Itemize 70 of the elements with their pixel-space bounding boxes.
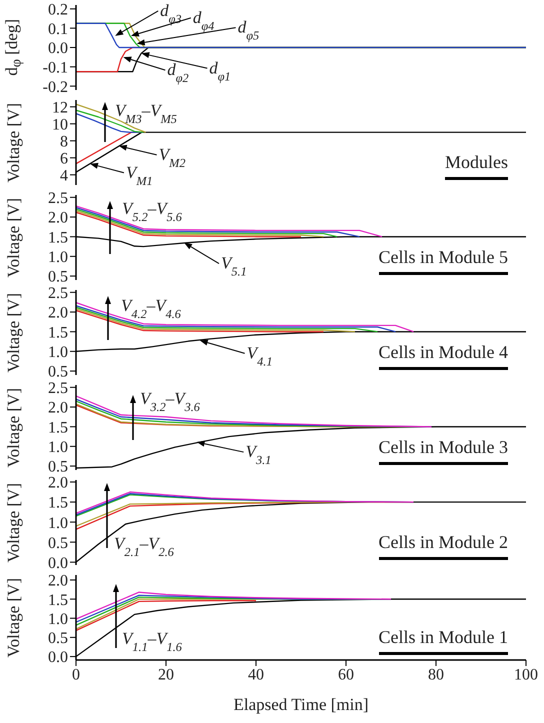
y-tick-label: 2.0 [48,210,68,227]
y-tick-label: 1.5 [48,324,68,342]
y-tick-label: 1.0 [48,439,68,456]
annotation: V$_{2.1}$–V$_{2.6}$ [114,534,175,559]
y-tick-label: 1.0 [48,514,68,532]
y-tick-label: 0.5 [48,630,68,648]
y-tick-label: 0.2 [48,2,68,19]
y-tick-label: 1.0 [48,610,68,628]
y-axis-title: Voltage [V] [4,102,24,182]
y-tick-label: 6 [60,150,68,168]
x-tick-label: 60 [338,666,354,684]
x-tick-label: 80 [428,666,444,684]
annotation: d$_{φ5}$ [238,18,260,43]
y-axis-title: Voltage [V] [4,292,24,372]
annotation: d$_{φ4}$ [192,8,214,33]
y-axis-title: Voltage [V] [4,388,24,468]
y-tick-label: 10 [52,116,68,134]
y-tick-label: 0.0 [48,554,68,572]
y-tick-label: 2.0 [48,304,68,322]
y-tick-label: 2.5 [48,190,68,208]
y-axis-title: Voltage [V] [4,482,24,562]
y-tick-label: 0.5 [48,364,68,381]
text: Cells in Module 4 [378,342,508,370]
annotation: V$_{M3}$–V$_{M5}$ [115,101,177,126]
y-tick-label: 2.5 [48,380,68,398]
annotation: V$_{4.2}$–V$_{4.6}$ [121,296,182,321]
y-tick-label: 2.0 [48,400,68,417]
annotation: V$_{M2}$ [158,144,186,170]
y-tick-label: 0.5 [48,458,68,476]
annotation: V$_{3.1}$ [246,442,272,468]
y-tick-label: 1.5 [48,229,68,246]
y-tick-label: 2.5 [48,285,68,302]
y-tick-label: -0.2 [42,78,68,96]
y-tick-label: 2.0 [48,572,68,590]
annotation: V$_{5.2}$–V$_{5.6}$ [122,199,183,224]
y-tick-label: 1.0 [48,344,68,362]
annotation: d$_{φ2}$ [167,60,189,86]
text: Cells in Module 3 [378,437,508,465]
text: Cells in Module 5 [378,247,508,275]
text: Cells in Module 1 [378,627,508,655]
y-tick-label: 1.5 [48,419,68,436]
annotation: V$_{5.1}$ [221,254,247,279]
annotation: d$_{φ3}$ [160,0,182,26]
annotation: V$_{4.1}$ [246,343,272,368]
y-tick-label: 1.0 [48,249,68,266]
y-tick-label: 0.0 [48,649,68,666]
x-tick-label: 100 [514,666,538,684]
annotation: V$_{3.2}$–V$_{3.6}$ [140,389,201,414]
y-tick-label: 0.5 [48,534,68,552]
x-tick-label: 40 [248,666,264,684]
x-tick-label: 0 [72,666,80,684]
y-tick-label: 4 [60,167,68,184]
y-tick-label: 2.0 [48,474,68,492]
annotation: V$_{M1}$ [126,162,153,188]
y-tick-label: 1.5 [48,592,68,609]
annotation: d$_{φ1}$ [209,58,231,84]
y-tick-label: 0.5 [48,268,68,286]
text: Cells in Module 2 [378,532,508,560]
y-tick-label: 1.5 [48,494,68,512]
y-tick-label: 0.1 [48,20,68,38]
y-axis-title: Voltage [V] [4,578,24,658]
y-tick-label: 0.0 [48,40,68,58]
y-tick-label: 12 [52,99,68,116]
y-axis-title: Voltage [V] [4,198,24,278]
y-tick-label: 8 [60,133,68,150]
x-axis-title: Elapsed Time [min] [233,695,369,714]
y-tick-label: -0.1 [42,60,68,76]
annotation: V$_{1.1}$–V$_{1.6}$ [122,629,183,654]
text: Modules [445,152,508,180]
x-tick-label: 20 [158,666,174,684]
